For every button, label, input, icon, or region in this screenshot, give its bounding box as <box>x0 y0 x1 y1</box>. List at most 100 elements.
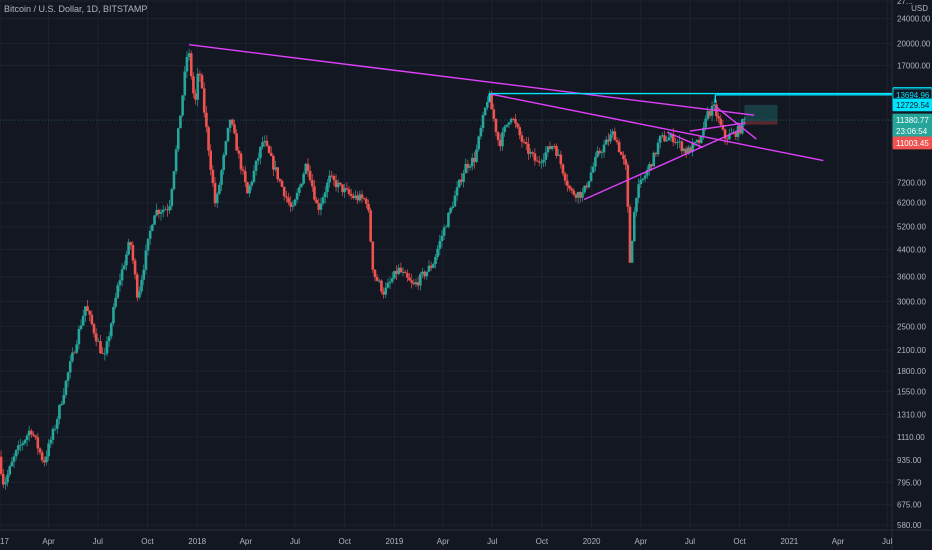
candle-body <box>520 135 524 142</box>
candle <box>34 435 37 440</box>
price-axis-marker-label: 13694.96 <box>896 91 930 100</box>
candle-body <box>0 456 3 474</box>
candle-body <box>354 195 357 198</box>
candle-body <box>492 109 496 119</box>
candle <box>377 278 381 283</box>
candle-body <box>676 142 679 143</box>
candle-body <box>218 184 221 194</box>
currency-badge[interactable]: USD <box>909 4 930 14</box>
candle <box>635 197 638 217</box>
candle-body <box>375 277 379 281</box>
candle <box>226 127 230 143</box>
candle-body <box>604 139 608 145</box>
candle-body <box>401 271 405 273</box>
candle <box>302 171 305 186</box>
candle <box>166 203 169 217</box>
candle-body <box>583 185 586 193</box>
price-axis-tick-label: 3600.00 <box>897 273 926 282</box>
candle <box>92 322 96 338</box>
candle-body <box>527 143 530 154</box>
candle <box>272 154 275 176</box>
candle-body <box>267 145 271 153</box>
time-axis-tick-label: 17 <box>0 537 9 546</box>
candle-body <box>559 154 563 165</box>
candle <box>637 178 640 204</box>
candle-body <box>624 159 627 165</box>
candle <box>71 347 74 364</box>
candle <box>466 159 470 173</box>
candles <box>0 48 746 490</box>
candle <box>347 186 351 197</box>
candle-body <box>695 139 699 143</box>
candle-body <box>455 187 459 196</box>
candle-body <box>73 352 76 354</box>
candle-body <box>438 240 442 249</box>
candle-body <box>434 256 437 265</box>
chart-legend-title: Bitcoin / U.S. Dollar, 1D, BITSTAMP <box>4 4 148 14</box>
candle-body <box>293 199 297 206</box>
candle-body <box>135 274 139 298</box>
candle-body <box>388 281 392 283</box>
candle-body <box>164 209 167 211</box>
candle <box>479 125 483 140</box>
candle <box>436 245 439 260</box>
candle-body <box>365 199 368 204</box>
candle <box>205 106 208 133</box>
candle <box>40 449 44 464</box>
candle-body <box>408 277 411 281</box>
candle <box>306 158 310 177</box>
candle-body <box>507 122 511 125</box>
candle <box>192 72 195 99</box>
candle <box>360 190 364 203</box>
candle <box>518 124 522 140</box>
candle <box>300 183 303 188</box>
candle-body <box>380 280 383 292</box>
candle <box>563 171 567 186</box>
candle <box>321 194 325 206</box>
candle <box>587 180 591 189</box>
candle-body <box>339 182 342 185</box>
candle <box>380 279 383 295</box>
candle <box>712 98 716 111</box>
candle <box>161 205 165 218</box>
candle-body <box>356 195 359 201</box>
candle-body <box>336 182 340 188</box>
candle <box>75 340 79 355</box>
candle <box>64 379 68 399</box>
candle-body <box>494 118 498 133</box>
candle-body <box>585 185 589 188</box>
candle <box>561 163 565 177</box>
candle <box>442 224 446 241</box>
candle-body <box>553 145 556 147</box>
candle-body <box>449 208 452 213</box>
candle <box>589 165 593 183</box>
candle-body <box>176 128 180 150</box>
candle-body <box>231 119 234 125</box>
candle <box>358 190 362 203</box>
candle <box>503 124 506 137</box>
candle-body <box>23 440 27 444</box>
candle <box>209 144 213 176</box>
candle-body <box>280 180 284 187</box>
candle <box>289 195 292 213</box>
candle-body <box>384 287 388 295</box>
candle-body <box>254 160 258 171</box>
candle-body <box>576 191 580 198</box>
candle-body <box>600 152 604 154</box>
candle-body <box>367 203 370 211</box>
candle <box>546 145 550 158</box>
candle-body <box>53 428 57 430</box>
candle-body <box>483 107 487 115</box>
candle-body <box>51 428 55 440</box>
candle-body <box>215 193 219 204</box>
candle-body <box>587 181 591 188</box>
candle-body <box>222 154 225 171</box>
candle <box>743 116 746 126</box>
candle <box>529 148 532 159</box>
candle-body <box>122 265 126 270</box>
candle <box>45 450 48 466</box>
candle <box>304 162 308 175</box>
candle <box>211 164 215 187</box>
